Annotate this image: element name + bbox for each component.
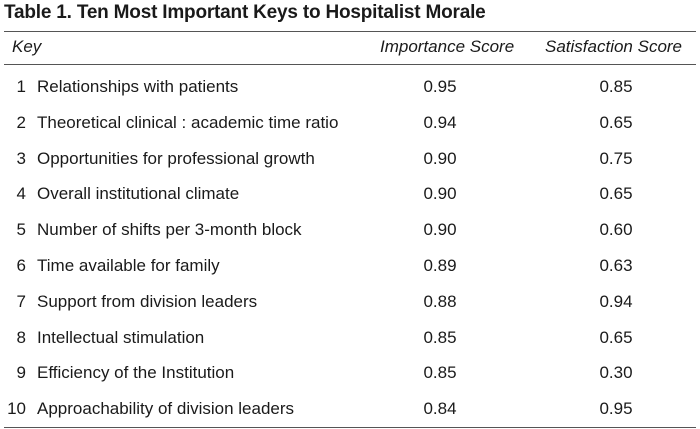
row-importance-score: 0.84: [423, 399, 457, 419]
header-importance-score: Importance Score: [380, 37, 515, 56]
table-row: 2 Theoretical clinical : academic time r…: [0, 104, 700, 140]
row-satisfaction-score: 0.95: [599, 399, 633, 419]
row-key: Number of shifts per 3-month block: [37, 220, 302, 240]
row-number: 8: [16, 327, 26, 347]
row-number: 1: [16, 77, 26, 96]
row-satisfaction-score: 0.75: [599, 148, 633, 168]
row-key: Opportunities for professional growth: [37, 148, 315, 168]
row-satisfaction-score: 0.85: [599, 77, 633, 96]
row-number: 7: [16, 291, 26, 311]
row-number: 4: [16, 184, 26, 204]
row-number: 6: [16, 255, 26, 275]
row-key: Theoretical clinical : academic time rat…: [37, 112, 339, 132]
row-importance-score: 0.94: [423, 112, 457, 132]
table-row: 1 Relationships with patients 0.95 0.85: [0, 68, 700, 104]
table-body: 1 Relationships with patients 0.95 0.85 …: [0, 68, 700, 426]
table-row: 5 Number of shifts per 3-month block 0.9…: [0, 211, 700, 247]
header-satisfaction-score: Satisfaction Score: [545, 37, 683, 56]
row-importance-score: 0.95: [423, 77, 457, 96]
row-satisfaction-score: 0.60: [599, 220, 633, 240]
row-satisfaction-score: 0.65: [599, 112, 633, 132]
table-row: 6 Time available for family 0.89 0.63: [0, 247, 700, 283]
row-importance-score: 0.89: [423, 255, 457, 275]
table-title: Table 1. Ten Most Important Keys to Hosp…: [4, 2, 486, 23]
row-importance-score: 0.88: [423, 291, 457, 311]
table-row: 8 Intellectual stimulation 0.85 0.65: [0, 319, 700, 355]
table-row: 3 Opportunities for professional growth …: [0, 140, 700, 176]
table-header: Key Importance Score Satisfaction Score: [0, 37, 700, 61]
bottom-rule: [4, 427, 696, 428]
row-key: Efficiency of the Institution: [37, 363, 235, 383]
row-satisfaction-score: 0.30: [599, 363, 633, 383]
row-importance-score: 0.90: [423, 148, 457, 168]
table-row: 10 Approachability of division leaders 0…: [0, 390, 700, 426]
row-number: 10: [7, 399, 26, 419]
row-importance-score: 0.85: [423, 363, 457, 383]
row-importance-score: 0.90: [423, 184, 457, 204]
row-satisfaction-score: 0.63: [599, 255, 633, 275]
row-number: 9: [16, 363, 26, 383]
row-satisfaction-score: 0.65: [599, 184, 633, 204]
row-satisfaction-score: 0.94: [599, 291, 633, 311]
top-rule: [4, 31, 696, 32]
row-number: 5: [16, 220, 26, 240]
row-importance-score: 0.85: [423, 327, 457, 347]
row-number: 2: [16, 112, 26, 132]
row-key: Support from division leaders: [37, 291, 258, 311]
row-key: Approachability of division leaders: [37, 399, 295, 419]
table-row: 4 Overall institutional climate 0.90 0.6…: [0, 175, 700, 211]
header-rule: [4, 64, 696, 65]
row-key: Intellectual stimulation: [37, 327, 205, 347]
row-key: Overall institutional climate: [37, 184, 240, 204]
header-key: Key: [12, 37, 42, 56]
table-row: 9 Efficiency of the Institution 0.85 0.3…: [0, 354, 700, 390]
row-importance-score: 0.90: [423, 220, 457, 240]
row-satisfaction-score: 0.65: [599, 327, 633, 347]
table-row: 7 Support from division leaders 0.88 0.9…: [0, 283, 700, 319]
row-key: Time available for family: [37, 255, 220, 275]
row-number: 3: [16, 148, 26, 168]
row-key: Relationships with patients: [37, 77, 239, 96]
